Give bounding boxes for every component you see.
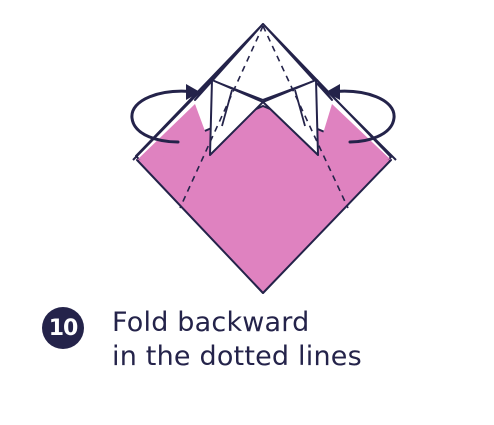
white-right-flap [262,79,319,156]
step-number-badge: 10 [42,307,84,349]
dotted-fold-lines [179,25,349,209]
instruction-line-2: in the dotted lines [112,341,362,372]
instruction-line-1: Fold backward [112,307,310,338]
white-left-flap [209,79,264,156]
curved-arrow-backward-left-icon [130,84,200,144]
curved-arrow-backward-right-icon [326,84,396,144]
pink-right-shoulder [318,104,391,160]
step-instruction: Fold backward in the dotted lines [112,306,362,374]
pink-left-shoulder [137,104,212,160]
white-top-flap [194,23,333,101]
